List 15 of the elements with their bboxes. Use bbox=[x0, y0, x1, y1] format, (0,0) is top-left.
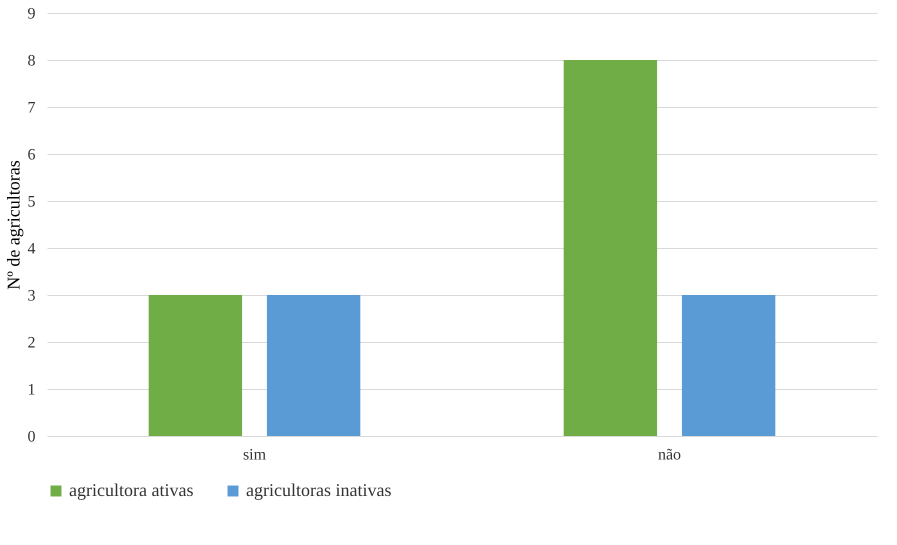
y-tick-label: 6 bbox=[28, 146, 36, 164]
y-tick-label: 2 bbox=[28, 334, 36, 352]
y-tick-label: 7 bbox=[28, 100, 36, 116]
y-tick-label: 1 bbox=[28, 382, 36, 398]
y-tick-label: 3 bbox=[28, 288, 36, 304]
y-tick-label: 5 bbox=[28, 194, 36, 210]
y-tick-label: 4 bbox=[28, 240, 36, 258]
x-tick-label: não bbox=[658, 446, 682, 464]
y-tick-label: 0 bbox=[28, 428, 36, 446]
y-tick-label: 9 bbox=[28, 6, 36, 22]
legend-label: agricultoras inativas bbox=[246, 480, 392, 500]
x-tick-label: sim bbox=[242, 446, 267, 464]
y-tick-label: 8 bbox=[28, 52, 36, 70]
y-axis-title: Nº de agricultoras bbox=[4, 160, 24, 290]
legend-label: agricultora ativas bbox=[69, 480, 194, 500]
